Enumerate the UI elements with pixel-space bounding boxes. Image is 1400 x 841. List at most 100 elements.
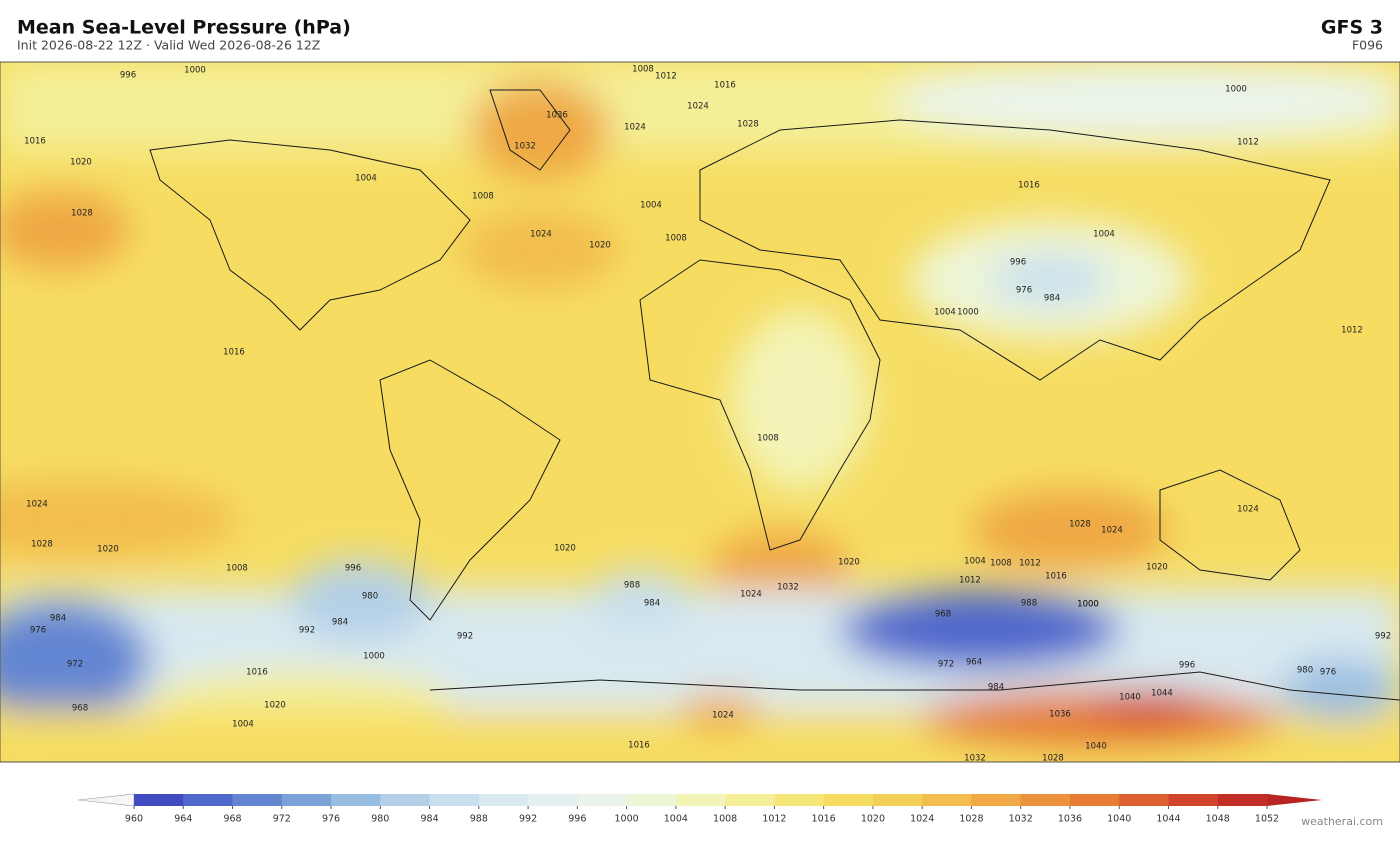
colorbar-label: 1044 — [1156, 814, 1180, 825]
colorbar-box — [725, 794, 775, 806]
watermark: weatherai.com — [1301, 815, 1383, 828]
contour-label: 1008 — [990, 559, 1012, 569]
contour-label: 980 — [362, 592, 378, 602]
contour-label: 980 — [1297, 666, 1313, 676]
colorbar-under — [77, 793, 135, 807]
contour-label: 1020 — [589, 241, 611, 251]
colorbar-label: 1048 — [1206, 814, 1230, 825]
contour-label: 1040 — [1119, 693, 1141, 703]
contour-label: 972 — [938, 660, 954, 670]
contour-label: 1028 — [71, 209, 93, 219]
colorbar-label: 1012 — [762, 814, 786, 825]
colorbar-box — [774, 794, 825, 806]
contour-label: 996 — [1010, 258, 1026, 268]
contour-label: 976 — [1320, 668, 1336, 678]
contour-label: 1020 — [264, 701, 286, 711]
contour-label: 1000 — [1077, 600, 1099, 610]
colorbar-box — [232, 794, 283, 806]
contour-label: 996 — [1179, 661, 1195, 671]
colorbar-box — [528, 794, 578, 806]
contour-label: 1036 — [546, 111, 568, 121]
colorbar-label: 972 — [273, 814, 291, 825]
contour-label: 1008 — [665, 234, 687, 244]
colorbar-box — [331, 794, 381, 806]
colorbar-label: 1004 — [664, 814, 688, 825]
colorbar-label: 1016 — [812, 814, 836, 825]
contour-label: 1012 — [655, 72, 677, 82]
contour-label: 1024 — [712, 711, 734, 721]
colorbar-over — [1267, 794, 1322, 806]
subtitle: Init 2026-08-22 12Z · Valid Wed 2026-08-… — [17, 38, 320, 53]
contour-label: 1032 — [964, 754, 986, 764]
contour-label: 988 — [624, 581, 640, 591]
contour-label: 1008 — [226, 564, 248, 574]
contour-label: 1004 — [964, 557, 986, 567]
contour-label: 976 — [30, 626, 46, 636]
colorbar-label: 980 — [371, 814, 389, 825]
pressure-field — [0, 62, 1400, 762]
colorbar-label: 988 — [470, 814, 488, 825]
contour-label: 1000 — [1225, 85, 1247, 95]
colorbar-label: 1052 — [1255, 814, 1279, 825]
colorbar-label: 964 — [174, 814, 192, 825]
colorbar-label: 976 — [322, 814, 340, 825]
contour-label: 1004 — [1093, 230, 1115, 240]
contour-label: 1028 — [737, 120, 759, 130]
contour-label: 1024 — [530, 230, 552, 240]
contour-label: 984 — [50, 614, 66, 624]
contour-label: 1000 — [957, 308, 979, 318]
contour-label: 1044 — [1151, 689, 1173, 699]
contour-label: 968 — [72, 704, 88, 714]
contour-label: 1008 — [632, 65, 654, 75]
contour-label: 1000 — [184, 66, 206, 76]
colorbar-box — [922, 794, 972, 806]
contour-label: 1008 — [472, 192, 494, 202]
contour-label: 984 — [1044, 294, 1060, 304]
contour-label: 1020 — [554, 544, 576, 554]
coastlines — [149, 89, 1400, 701]
contour-label: 1024 — [624, 123, 646, 133]
contour-label: 1020 — [97, 545, 119, 555]
contour-label: 1016 — [1018, 181, 1040, 191]
contour-label: 1036 — [1049, 710, 1071, 720]
contour-label: 1024 — [1101, 526, 1123, 536]
contour-label: 996 — [345, 564, 361, 574]
colorbar-box — [1119, 794, 1169, 806]
contour-label: 1024 — [687, 102, 709, 112]
colorbar-box — [577, 794, 628, 806]
contour-label: 1000 — [363, 652, 385, 662]
colorbar-box — [1168, 794, 1219, 806]
contour-label: 992 — [1375, 632, 1391, 642]
colorbar-box — [478, 794, 529, 806]
contour-label: 1028 — [1042, 754, 1064, 764]
map-frame — [0, 61, 1400, 763]
contour-label: 1032 — [777, 583, 799, 593]
contour-label: 1028 — [31, 540, 53, 550]
colorbar-label: 1024 — [910, 814, 934, 825]
colorbar-box — [380, 794, 431, 806]
colorbar-label: 984 — [420, 814, 438, 825]
colorbar: 960 964 968 972 976 980 984 988 992 996 1000 1004 10… — [77, 793, 1322, 825]
contour-label: 1016 — [246, 668, 268, 678]
colorbar-label: 992 — [519, 814, 537, 825]
colorbar-box — [1020, 794, 1071, 806]
colorbar-box — [1217, 794, 1268, 806]
contour-label: 1020 — [70, 158, 92, 168]
contour-label: 1028 — [1069, 520, 1091, 530]
colorbar-box — [429, 794, 480, 806]
colorbar-label: 1028 — [959, 814, 983, 825]
colorbar-box — [971, 794, 1022, 806]
contour-label: 1008 — [757, 434, 779, 444]
colorbar-label: 1000 — [615, 814, 639, 825]
contour-label: 1000 — [1077, 600, 1099, 610]
colorbar-label: 960 — [125, 814, 143, 825]
contour-label: 1016 — [223, 348, 245, 358]
contour-label: 1004 — [640, 201, 662, 211]
contour-label: 984 — [332, 618, 348, 628]
contour-label: 1016 — [24, 137, 46, 147]
colorbar-box — [675, 794, 726, 806]
contour-label: 992 — [457, 632, 473, 642]
